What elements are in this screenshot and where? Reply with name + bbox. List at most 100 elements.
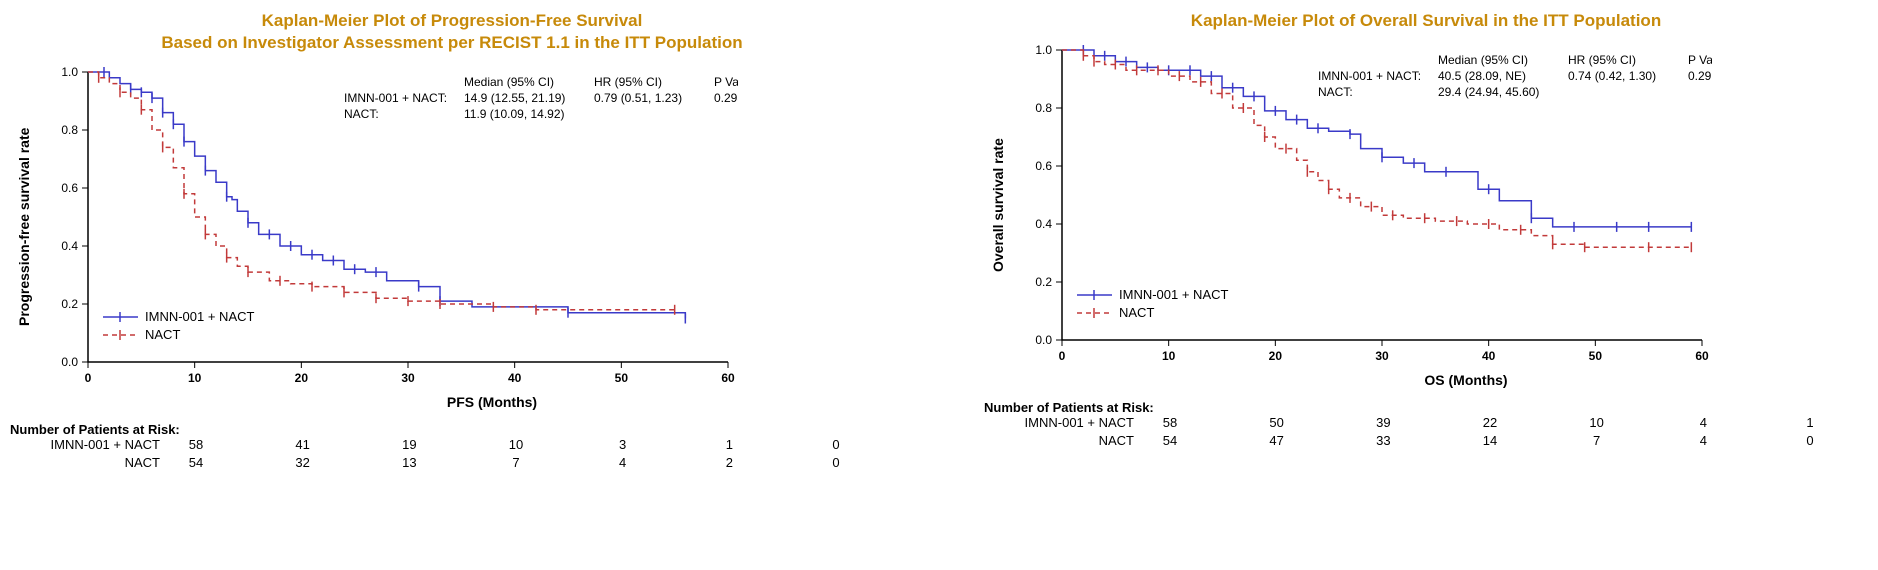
risk-cell: 4 [1700, 433, 1707, 448]
svg-text:HR (95% CI): HR (95% CI) [594, 75, 662, 89]
risk-row-label: NACT [984, 433, 1140, 451]
svg-text:HR (95% CI): HR (95% CI) [1568, 53, 1636, 67]
km-panel: Kaplan-Meier Plot of Overall Survival in… [984, 10, 1868, 473]
risk-row: IMNN-001 + NACT 58 50 39 22 10 4 1 [984, 415, 1868, 433]
legend: IMNN-001 + NACT NACT [103, 309, 254, 342]
svg-text:1.0: 1.0 [61, 65, 78, 79]
risk-cell: 54 [1163, 433, 1177, 448]
risk-cell: 54 [189, 455, 203, 470]
risk-cell: 1 [1806, 415, 1813, 430]
svg-text:40.5 (28.09, NE): 40.5 (28.09, NE) [1438, 69, 1526, 83]
risk-row-label: NACT [10, 455, 166, 473]
svg-text:0.74 (0.42, 1.30): 0.74 (0.42, 1.30) [1568, 69, 1656, 83]
svg-text:0.4: 0.4 [61, 239, 78, 253]
svg-text:0.6: 0.6 [1035, 159, 1052, 173]
risk-cell: 39 [1376, 415, 1390, 430]
svg-text:10: 10 [188, 371, 202, 385]
risk-cell: 33 [1376, 433, 1390, 448]
risk-cell: 1 [726, 437, 733, 452]
svg-text:NACT:: NACT: [344, 107, 379, 121]
svg-text:0.4: 0.4 [1035, 217, 1052, 231]
svg-text:IMNN-001 + NACT: IMNN-001 + NACT [145, 309, 254, 324]
legend: IMNN-001 + NACT NACT [1077, 287, 1228, 320]
svg-text:0.6: 0.6 [61, 181, 78, 195]
svg-text:20: 20 [295, 371, 309, 385]
svg-text:P Value: P Value [1688, 53, 1712, 67]
risk-table: Number of Patients at Risk:IMNN-001 + NA… [10, 422, 894, 473]
risk-cell: 47 [1269, 433, 1283, 448]
svg-text:30: 30 [1375, 349, 1389, 363]
svg-text:0.0: 0.0 [1035, 333, 1052, 347]
risk-row: IMNN-001 + NACT58411910310 [10, 437, 894, 455]
km-chart: 0.00.20.40.60.81.00102030405060Median (9… [1012, 40, 1712, 370]
risk-cell: 7 [1593, 433, 1600, 448]
panel-title: Kaplan-Meier Plot of Overall Survival in… [984, 10, 1868, 32]
risk-cell: 0 [832, 437, 839, 452]
svg-text:Median (95% CI): Median (95% CI) [1438, 53, 1528, 67]
svg-text:0: 0 [85, 371, 92, 385]
risk-cell: 0 [832, 455, 839, 470]
risk-cell: 13 [402, 455, 416, 470]
risk-table: Number of Patients at Risk:IMNN-001 + NA… [984, 400, 1868, 451]
svg-text:40: 40 [508, 371, 522, 385]
svg-text:IMNN-001 + NACT:: IMNN-001 + NACT: [344, 91, 447, 105]
risk-cell: 2 [726, 455, 733, 470]
risk-cell: 32 [295, 455, 309, 470]
svg-text:P Value: P Value [714, 75, 738, 89]
title-line1: Kaplan-Meier Plot of Overall Survival in… [1191, 11, 1661, 30]
km-curve [88, 72, 685, 319]
svg-text:0.2963: 0.2963 [1688, 69, 1712, 83]
risk-row: NACT 54 32 13 7 4 2 0 [10, 455, 894, 473]
svg-text:11.9 (10.09, 14.92): 11.9 (10.09, 14.92) [464, 107, 565, 121]
risk-cell: 4 [619, 455, 626, 470]
risk-cell: 14 [1483, 433, 1497, 448]
svg-text:IMNN-001 + NACT: IMNN-001 + NACT [1119, 287, 1228, 302]
risk-cell: 22 [1483, 415, 1497, 430]
risk-table-header: Number of Patients at Risk: [10, 422, 894, 437]
panel-title: Kaplan-Meier Plot of Progression-Free Su… [10, 10, 894, 54]
title-line2: Based on Investigator Assessment per REC… [161, 33, 742, 52]
risk-cell: 58 [189, 437, 203, 452]
svg-text:NACT: NACT [1119, 305, 1154, 320]
risk-cell: 58 [1163, 415, 1177, 430]
risk-cell: 7 [512, 455, 519, 470]
svg-text:50: 50 [1589, 349, 1603, 363]
stats-box: Median (95% CI) HR (95% CI) P Value IMNN-00… [344, 75, 738, 121]
svg-text:0.0: 0.0 [61, 355, 78, 369]
svg-text:50: 50 [615, 371, 629, 385]
km-curve [88, 72, 675, 310]
svg-text:0.8: 0.8 [61, 123, 78, 137]
risk-cell: 41 [295, 437, 309, 452]
svg-text:0.2: 0.2 [1035, 275, 1052, 289]
risk-cell: 10 [509, 437, 523, 452]
svg-text:0.2933: 0.2933 [714, 91, 738, 105]
svg-text:0.79 (0.51, 1.23): 0.79 (0.51, 1.23) [594, 91, 682, 105]
km-panel: Kaplan-Meier Plot of Progression-Free Su… [10, 10, 894, 473]
y-axis-label: Overall survival rate [984, 40, 1012, 370]
x-axis-label: OS (Months) [1064, 372, 1868, 388]
risk-cell: 19 [402, 437, 416, 452]
svg-text:NACT:: NACT: [1318, 85, 1353, 99]
svg-text:1.0: 1.0 [1035, 43, 1052, 57]
risk-row-label: IMNN-001 + NACT [10, 437, 166, 455]
svg-text:20: 20 [1269, 349, 1283, 363]
svg-text:0.2: 0.2 [61, 297, 78, 311]
risk-row-label: IMNN-001 + NACT [984, 415, 1140, 433]
svg-text:60: 60 [721, 371, 735, 385]
risk-cell: 50 [1269, 415, 1283, 430]
svg-text:NACT: NACT [145, 327, 180, 342]
svg-text:Median (95% CI): Median (95% CI) [464, 75, 554, 89]
svg-text:40: 40 [1482, 349, 1496, 363]
title-line1: Kaplan-Meier Plot of Progression-Free Su… [262, 11, 643, 30]
risk-cell: 10 [1589, 415, 1603, 430]
svg-text:10: 10 [1162, 349, 1176, 363]
risk-cell: 4 [1700, 415, 1707, 430]
svg-text:IMNN-001 + NACT:: IMNN-001 + NACT: [1318, 69, 1421, 83]
y-axis-label: Progression-free survival rate [10, 62, 38, 392]
risk-table-header: Number of Patients at Risk: [984, 400, 1868, 415]
km-chart: 0.0 0.2 0.4 0.6 0.8 1.0 0 10 20 30 40 50 60 Median (9… [38, 62, 738, 392]
svg-text:14.9 (12.55, 21.19): 14.9 (12.55, 21.19) [464, 91, 565, 105]
risk-cell: 3 [619, 437, 626, 452]
svg-text:30: 30 [401, 371, 415, 385]
x-axis-label: PFS (Months) [90, 394, 894, 410]
